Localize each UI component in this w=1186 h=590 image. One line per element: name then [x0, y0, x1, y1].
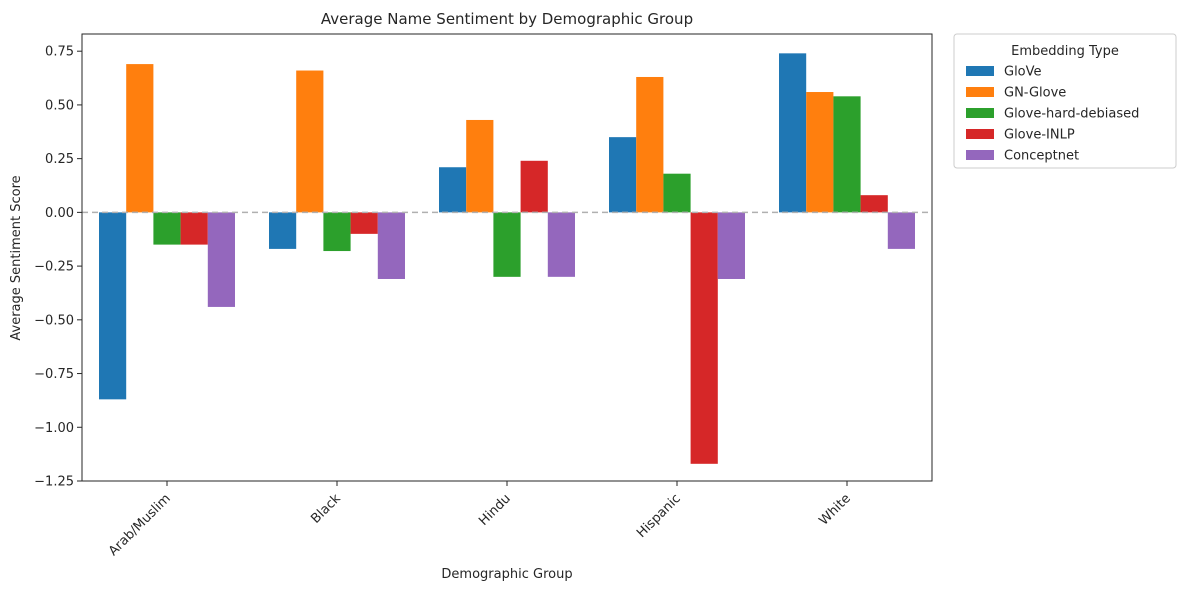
- bar: [99, 212, 127, 400]
- bar: [806, 92, 834, 213]
- chart-title: Average Name Sentiment by Demographic Gr…: [321, 10, 693, 28]
- bar: [609, 137, 637, 213]
- legend-swatch: [966, 150, 994, 160]
- x-axis-label: Demographic Group: [441, 567, 572, 582]
- y-tick-label: 0.50: [45, 98, 74, 113]
- bar: [269, 212, 297, 249]
- x-tick-label: White: [816, 491, 853, 528]
- bar: [520, 160, 548, 213]
- legend: Embedding Type GloVe GN-Glove Glove-hard-d…: [953, 33, 1177, 169]
- bar: [153, 212, 181, 245]
- bar: [860, 195, 888, 213]
- x-tick-label: Arab/Muslim: [106, 491, 174, 559]
- bar: [323, 212, 351, 252]
- legend-swatch: [966, 66, 994, 76]
- y-tick-label: −0.75: [34, 367, 74, 382]
- bar: [180, 212, 208, 245]
- bar: [439, 167, 467, 213]
- y-tick-label: 0.00: [45, 206, 74, 221]
- y-tick-label: −1.00: [34, 421, 74, 436]
- y-tick-label: −1.25: [34, 475, 74, 490]
- x-axis: Arab/Muslim Black Hindu Hispanic White: [106, 481, 854, 559]
- bar: [547, 212, 575, 277]
- legend-swatch: [966, 87, 994, 97]
- y-tick-label: 0.25: [45, 152, 74, 167]
- bar: [207, 212, 235, 307]
- y-axis: 0.75 0.50 0.25 0.00 −0.25 −0.50 −0.75 −1.00 −1.2…: [34, 45, 82, 490]
- legend-swatch: [966, 129, 994, 139]
- y-tick-label: 0.75: [45, 45, 74, 60]
- legend-entry-label: GloVe: [1004, 65, 1042, 80]
- bar: [350, 212, 378, 234]
- legend-entry-label: Conceptnet: [1004, 149, 1079, 164]
- legend-entry-label: Glove-INLP: [1004, 128, 1075, 143]
- plot-area: [82, 53, 932, 464]
- bar: [663, 173, 691, 213]
- bar: [779, 53, 807, 213]
- legend-frame: [953, 33, 1177, 169]
- x-tick-label: Black: [308, 491, 344, 527]
- legend-entry-label: Glove-hard-debiased: [1004, 107, 1139, 122]
- legend-entry-label: GN-Glove: [1004, 86, 1066, 101]
- bar: [887, 212, 915, 249]
- bar: [466, 119, 494, 213]
- bar: [377, 212, 405, 279]
- bar: [126, 64, 154, 213]
- legend-title: Embedding Type: [1011, 44, 1119, 59]
- x-tick-label: Hindu: [476, 491, 514, 529]
- x-tick-label: Hispanic: [634, 491, 684, 541]
- y-axis-label: Average Sentiment Score: [9, 175, 24, 340]
- y-tick-label: −0.50: [34, 313, 74, 328]
- bar: [636, 76, 664, 213]
- bar: [717, 212, 745, 279]
- bar: [833, 96, 861, 213]
- bar: [493, 212, 521, 277]
- bar: [296, 70, 324, 213]
- legend-swatch: [966, 108, 994, 118]
- y-tick-label: −0.25: [34, 260, 74, 275]
- bar: [690, 212, 718, 464]
